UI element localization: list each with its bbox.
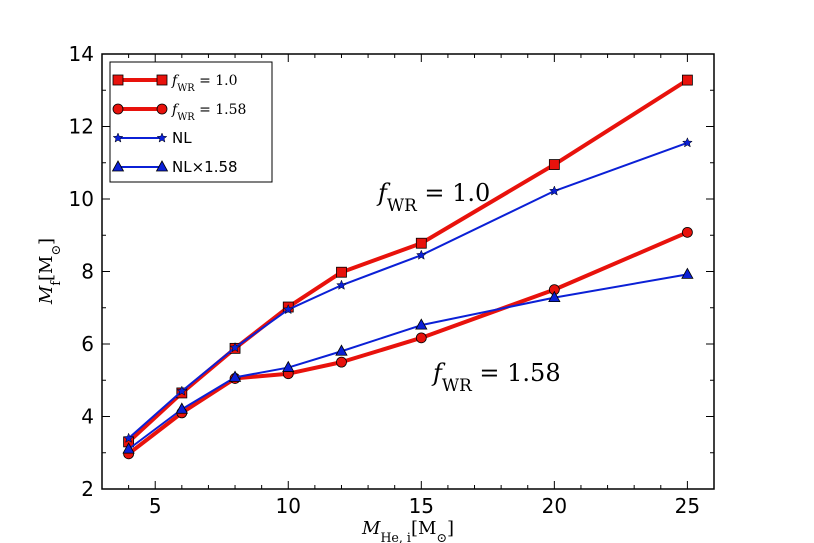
legend-marker bbox=[111, 160, 125, 172]
data-point bbox=[681, 267, 694, 279]
y-tick-label: 6 bbox=[81, 332, 94, 356]
data-point bbox=[336, 356, 347, 368]
data-point bbox=[282, 360, 295, 372]
data-point bbox=[122, 442, 135, 454]
legend-label: NL×1.58 bbox=[172, 158, 238, 176]
legend-label: fWR = 1.58 bbox=[171, 102, 246, 123]
data-point bbox=[548, 290, 561, 303]
legend-label: fWR = 1.0 bbox=[171, 73, 238, 94]
legend: fWR = 1.0 fWR = 1.58 NL NL×1.58 bbox=[109, 61, 273, 183]
data-point bbox=[175, 402, 189, 414]
legend-marker bbox=[156, 132, 168, 143]
series-3 bbox=[123, 137, 693, 443]
data-point bbox=[335, 344, 348, 356]
data-point bbox=[336, 279, 347, 290]
y-tick-label: 12 bbox=[69, 115, 94, 139]
x-tick-label: 25 bbox=[675, 494, 700, 518]
legend-marker bbox=[112, 103, 124, 115]
data-point bbox=[336, 266, 347, 278]
y-tick-label: 10 bbox=[69, 187, 94, 211]
y-tick-label: 14 bbox=[69, 42, 94, 66]
legend-marker bbox=[155, 160, 169, 172]
data-point bbox=[415, 332, 427, 344]
legend-marker bbox=[156, 103, 168, 115]
series-layer bbox=[122, 74, 694, 460]
series-2 bbox=[123, 226, 693, 460]
series-line bbox=[127, 141, 688, 439]
data-point bbox=[681, 226, 693, 238]
data-point bbox=[229, 341, 241, 353]
series-line bbox=[127, 230, 689, 456]
x-tick-label: 5 bbox=[149, 494, 162, 518]
legend-label: NL bbox=[172, 129, 192, 147]
series-4 bbox=[122, 267, 694, 454]
axis-ticks: 5 10 15 20 25 2 4 6 8 10 12 14 bbox=[69, 42, 715, 518]
y-tick-label: 4 bbox=[81, 405, 94, 429]
x-axis-label: MHe, i[M⊙] bbox=[361, 518, 454, 543]
y-axis-label: Mf[M⊙] bbox=[36, 238, 63, 305]
x-tick-label: 10 bbox=[276, 494, 301, 518]
annotation-label: fWR = 1.58 bbox=[431, 359, 561, 395]
data-point bbox=[176, 385, 188, 396]
y-tick-label: 2 bbox=[81, 477, 94, 501]
x-tick-label: 15 bbox=[409, 494, 434, 518]
annotations: fWR = 1.0 fWR = 1.58 bbox=[376, 179, 561, 395]
legend-marker bbox=[156, 74, 168, 86]
axis-labels: MHe, i[M⊙] Mf[M⊙] bbox=[36, 238, 454, 543]
data-point bbox=[228, 370, 242, 382]
data-point bbox=[415, 237, 427, 249]
y-tick-label: 8 bbox=[81, 260, 94, 284]
data-point bbox=[123, 432, 134, 443]
data-point bbox=[415, 318, 428, 330]
data-point bbox=[548, 185, 560, 196]
series-line bbox=[128, 273, 688, 450]
series-line bbox=[127, 78, 689, 444]
data-point bbox=[682, 137, 693, 148]
x-tick-label: 20 bbox=[542, 494, 567, 518]
legend-marker bbox=[112, 74, 124, 86]
legend-marker bbox=[112, 132, 124, 143]
data-point bbox=[548, 159, 560, 170]
annotation-label: fWR = 1.0 bbox=[376, 179, 490, 215]
data-point bbox=[415, 249, 427, 260]
data-point bbox=[681, 74, 693, 86]
data-point bbox=[282, 303, 294, 315]
